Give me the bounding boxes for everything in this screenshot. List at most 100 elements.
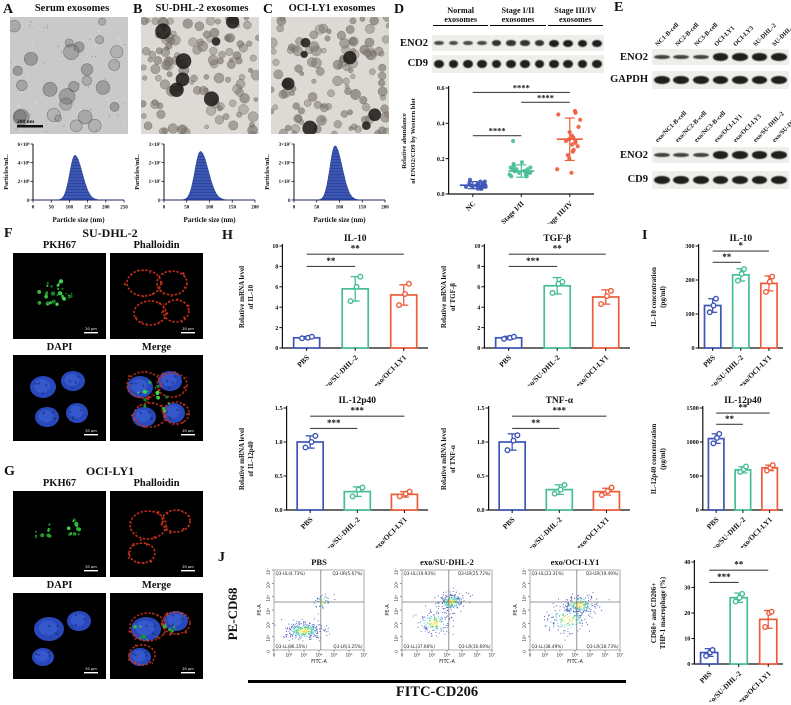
blot-band [592,60,602,68]
data-point [604,487,611,494]
blot-band [732,176,748,184]
blot-bands-etop-eno2 [652,49,789,65]
svg-text:Relative mRNA level: Relative mRNA level [440,428,448,490]
svg-text:10³: 10³ [301,653,308,658]
scatter-point [511,138,516,144]
svg-text:1500: 1500 [686,405,698,412]
svg-text:500: 500 [690,473,699,480]
bar-chart-h-il10: IL-10 0 2 4 6 8 10 Relative mRNA level of IL-10 P… [238,234,428,386]
flow-outer-ylabel-pe-cd68: PE-CD68 [225,587,240,641]
blot-band [771,151,788,159]
tem-image-serum-exosomes: 200 nm [10,17,128,134]
svg-text:0: 0 [529,653,532,658]
data-point [349,493,356,500]
svg-text:exo/SU-DHL-2: exo/SU-DHL-2 [524,515,564,548]
svg-text:10⁵: 10⁵ [331,653,338,658]
blot-band [712,176,729,184]
data-point [504,447,511,454]
svg-text:exo/OCI-LY1: exo/OCI-LY1 [372,515,409,548]
scatter-point [511,161,516,167]
blot-band [549,39,559,47]
blot-band [693,76,709,84]
svg-text:2: 2 [477,325,480,332]
svg-text:0: 0 [163,206,166,211]
label-phalloidin: Phalloidin [133,240,180,251]
svg-text:4: 4 [477,304,480,311]
svg-text:*: * [739,241,744,251]
group-stage12-line2: exosomes [501,15,535,25]
svg-text:20 μm: 20 μm [182,667,194,671]
label-pkh67-g: PKH67 [42,478,77,489]
data-point [607,287,614,294]
svg-text:(pg/ml): (pg/ml) [659,447,667,469]
panel-a-letter: A [3,2,14,17]
svg-text:***: *** [351,406,365,416]
svg-text:Stage III/IV: Stage III/IV [542,199,574,224]
panel-f: F SU-DHL-2 PKH67 Phalloidin 20 μm 20 μm … [0,226,216,464]
svg-text:****: **** [537,92,554,102]
svg-text:0: 0 [293,206,296,211]
tem-image-sudhl2-exosomes [141,17,259,134]
panel-g: G OCI-LY1 PKH67 Phalloidin 20 μm 20 μm D… [0,464,216,704]
blot-row-label-eno2-cells: ENO2 [619,52,648,63]
svg-text:**: ** [734,560,744,570]
panel-c-title: OCI-LY1 exosomes [288,3,376,14]
label-dapi: DAPI [46,342,73,353]
svg-text:10⁴: 10⁴ [394,608,399,615]
size-distribution-peak [294,145,385,201]
svg-text:50: 50 [184,206,190,211]
svg-text:exo/OCI-LY1: exo/OCI-LY1 [574,353,611,386]
svg-text:PBS: PBS [311,557,327,567]
data-point [598,492,605,499]
data-point [732,598,739,605]
svg-text:of ENO2/CD9 by Western blot: of ENO2/CD9 by Western blot [410,97,417,183]
svg-text:10²: 10² [542,653,549,658]
panel-f-letter: F [4,226,13,241]
scatter-point [555,167,560,172]
svg-text:10²: 10² [414,653,421,658]
blot-band [712,151,729,159]
data-point [551,490,558,497]
scatter-point [519,160,524,165]
svg-text:8: 8 [477,264,480,271]
svg-text:2: 2 [275,325,278,332]
data-point [357,273,364,280]
panel-c-letter: C [263,2,274,17]
data-point [598,301,605,308]
label-merge-g: Merge [141,580,172,591]
svg-text:20: 20 [684,610,690,617]
bar-chart-j-macrophage: 0 10 20 30 40 CD68+ and CD206+ THP-1 macrophag… [650,559,783,702]
blot-band [712,76,729,84]
svg-text:***: *** [327,418,341,428]
scale-bar [84,672,98,674]
bar-PBS [296,441,325,511]
data-point [549,289,556,296]
svg-text:10²: 10² [394,634,399,641]
svg-text:IL-12p40: IL-12p40 [724,396,762,406]
panel-g-title: OCI-LY1 [85,464,135,478]
data-point [710,440,717,447]
lane-label-oci-ly3: OCI-LY3 [732,24,756,48]
blot-band [463,60,473,68]
svg-text:**: ** [722,252,732,262]
fluorescence-g-pkh67: 20 μm [13,491,106,577]
flow-plot-ocily1: exo/OCI-LY1 Q3-UL(23.31%) Q3-UR(19.49%) Q3-… [513,557,624,665]
blot-bands-ebot-cd9 [652,171,789,189]
svg-text:PBS: PBS [701,353,717,369]
blot-band [549,60,559,68]
svg-text:10⁷: 10⁷ [489,653,496,658]
blot-band [434,40,444,46]
scatter-point [576,124,581,129]
svg-text:of IL-12p40: of IL-12p40 [247,441,255,477]
svg-text:exo/OCI-LY1: exo/OCI-LY1 [736,669,773,702]
svg-text:3×10⁷: 3×10⁷ [149,142,161,148]
blot-band [491,40,502,46]
svg-text:**: ** [725,414,735,424]
blot-band [771,176,788,184]
svg-text:***: *** [526,256,540,266]
svg-text:0.0: 0.0 [275,507,283,514]
data-point [743,463,750,470]
svg-text:Particles/mL.: Particles/mL. [134,154,141,190]
svg-text:IL-10: IL-10 [729,234,752,244]
data-point [561,481,568,488]
